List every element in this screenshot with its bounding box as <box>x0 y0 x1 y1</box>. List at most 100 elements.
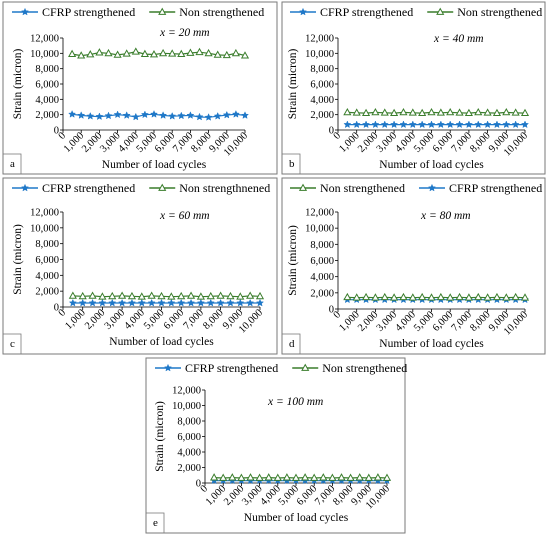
series-cfrp-strengthened <box>68 110 250 121</box>
data-point <box>216 291 225 299</box>
data-point <box>122 49 131 57</box>
data-point <box>511 108 520 116</box>
legend-item: CFRP strengthened <box>155 361 278 375</box>
data-point <box>380 120 389 129</box>
data-point <box>195 47 204 56</box>
x-tick-label: 0 <box>332 309 343 320</box>
legend-label: CFRP strengthened <box>320 5 413 19</box>
series-non-strengthened <box>68 291 265 300</box>
data-point <box>502 107 511 116</box>
position-annotation: x = 60 mm <box>159 210 210 222</box>
panel-frame <box>145 357 406 534</box>
legend-label: Non strengthnened <box>179 181 270 195</box>
y-tick-label: 6,000 <box>310 256 334 267</box>
data-point <box>399 292 408 301</box>
data-point <box>246 473 255 481</box>
y-tick-label: 10,000 <box>305 49 334 60</box>
data-point <box>236 292 245 300</box>
data-point <box>455 108 464 116</box>
data-point <box>206 291 215 300</box>
chart-panel-e: 02,0004,0006,0008,00010,00012,00001,0002… <box>145 357 407 534</box>
data-point <box>210 473 219 481</box>
data-point <box>382 473 392 481</box>
panel-frame <box>2 177 278 355</box>
data-point <box>204 48 213 57</box>
data-point <box>380 108 389 116</box>
data-point <box>246 291 255 299</box>
data-point <box>343 120 352 129</box>
y-tick-label: 8,000 <box>177 417 201 428</box>
legend-swatch-marker <box>298 183 308 191</box>
data-point <box>373 473 382 481</box>
data-point <box>95 112 104 121</box>
data-point <box>343 292 352 301</box>
legend-swatch-marker <box>158 183 167 191</box>
data-point <box>520 108 530 117</box>
data-point <box>427 120 436 129</box>
x-axis-label: Number of load cycles <box>379 159 484 171</box>
data-point <box>131 112 140 121</box>
data-point <box>195 112 204 121</box>
panel-frame <box>281 1 546 175</box>
chart-panel-d: 02,0004,0006,0008,00010,00012,00001,0002… <box>281 177 546 355</box>
series-non-strengthened <box>343 107 530 117</box>
legend-item: Non strengthened <box>290 181 405 195</box>
y-tick-label: 6,000 <box>310 80 334 91</box>
data-point <box>355 473 364 481</box>
data-point <box>149 50 159 58</box>
data-point <box>104 111 113 120</box>
data-point <box>167 292 176 300</box>
y-tick-label: 4,000 <box>310 95 334 106</box>
data-point <box>390 293 399 301</box>
position-annotation: x = 40 mm <box>433 33 484 45</box>
position-annotation: x = 80 mm <box>420 210 471 222</box>
chart-panel-c: 02,0004,0006,0008,00010,00012,00001,0002… <box>2 177 278 355</box>
data-point <box>408 108 417 116</box>
panel-letter: b <box>289 158 295 170</box>
y-tick-label: 0 <box>329 305 334 316</box>
x-tick-label: 0 <box>57 130 68 141</box>
y-tick-label: 2,000 <box>35 110 59 121</box>
legend-item: Non strengthened <box>292 361 407 375</box>
legend-item: Non strengthened <box>149 5 264 19</box>
data-point <box>168 49 177 57</box>
data-point <box>213 50 222 58</box>
panel-frame <box>281 177 546 355</box>
data-point <box>157 298 166 307</box>
data-point <box>427 107 436 116</box>
data-point <box>177 291 186 300</box>
data-point <box>104 48 113 57</box>
data-point <box>68 110 77 118</box>
data-point <box>95 48 104 56</box>
legend-label: CFRP strengthened <box>42 5 135 19</box>
data-point <box>206 298 215 307</box>
data-point <box>213 111 222 120</box>
data-point <box>196 292 205 300</box>
data-point <box>88 298 97 307</box>
data-point <box>78 291 87 300</box>
data-point <box>196 298 205 307</box>
data-point <box>186 48 195 56</box>
y-axis-label: Strain (micron) <box>287 225 299 296</box>
data-point <box>408 293 417 301</box>
data-point <box>68 298 77 307</box>
data-point <box>483 120 492 129</box>
data-point <box>362 120 371 129</box>
data-point <box>255 291 265 300</box>
y-tick-label: 12,000 <box>172 386 201 397</box>
x-axis-label: Number of load cycles <box>102 159 207 171</box>
y-axis-label: Strain (micron) <box>154 401 166 472</box>
y-tick-label: 8,000 <box>35 239 59 250</box>
y-tick-label: 10,000 <box>305 224 334 235</box>
y-tick-label: 0 <box>54 303 59 314</box>
data-point <box>228 473 237 481</box>
y-tick-label: 2,000 <box>310 110 334 121</box>
x-tick-label: 0 <box>199 483 210 494</box>
x-axis-label: Number of load cycles <box>379 338 484 350</box>
data-point <box>511 292 520 301</box>
data-point <box>168 111 177 120</box>
chart-panel-a: 02,0004,0006,0008,00010,00012,00001,0002… <box>2 1 278 175</box>
legend-swatch-marker <box>163 363 173 372</box>
data-point <box>222 110 231 119</box>
